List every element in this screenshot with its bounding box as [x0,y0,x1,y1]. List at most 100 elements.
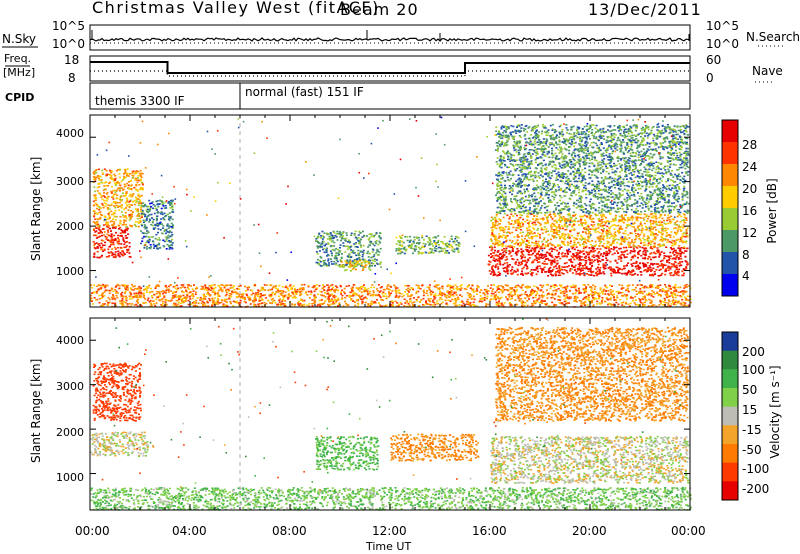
power-data-cell [684,268,687,271]
power-data-cell [498,211,501,214]
power-data-cell [544,258,547,260]
power-data-cell [107,239,110,241]
power-data-cell [627,130,629,133]
power-data-cell [657,263,660,265]
power-data-cell [577,205,580,208]
power-data-cell [617,258,620,260]
power-data-cell [495,215,498,217]
power-data-cell [630,144,633,146]
power-data-cell [676,126,679,129]
power-data-cell [618,227,621,229]
power-data-cell [648,180,651,182]
power-data-cell [632,256,635,259]
power-data-cell [686,263,689,265]
power-data-cell [502,242,505,244]
power-data-cell [129,224,132,227]
power-data-cell [602,155,605,157]
power-data-cell [340,261,343,263]
power-data-cell [148,238,151,241]
power-data-cell [417,250,420,253]
power-data-cell [497,244,500,246]
power-data-cell [600,177,603,179]
power-data-cell [522,259,525,262]
power-data-cell [543,226,546,228]
power-data-cell [505,267,508,270]
power-data-cell [585,255,588,258]
power-data-cell [564,237,566,240]
power-data-cell [151,217,153,219]
power-data-cell [94,221,97,224]
power-data-cell [623,254,625,256]
power-data-cell [342,231,345,233]
power-data-cell [170,226,173,228]
power-data-cell [578,224,580,226]
power-data-cell [682,142,685,145]
power-data-cell [681,138,684,141]
power-data-cell [348,247,351,249]
power-data-cell [685,266,688,268]
power-data-cell [662,228,665,230]
power-data-cell [622,218,625,220]
power-data-cell [682,274,685,277]
power-data-cell [565,161,568,164]
power-data-cell [625,141,628,144]
power-data-cell [171,247,174,250]
power-data-cell [685,240,688,242]
power-data-cell [372,262,375,265]
power-data-cell [646,220,649,222]
power-data-cell [587,150,590,152]
power-data-cell [114,226,117,229]
power-data-cell [611,139,614,141]
power-data-cell [362,258,365,261]
power-data-cell [618,243,621,246]
power-data-cell [610,274,613,277]
power-data-cell [129,214,132,217]
power-data-cell [510,213,513,216]
power-data-cell [98,192,101,195]
power-data-cell [545,172,548,174]
power-data-cell [114,248,117,250]
power-data-cell [651,169,654,172]
power-data-cell [524,264,527,267]
power-data-cell [598,196,601,199]
power-data-cell [357,254,360,257]
power-data-cell [535,188,538,191]
power-data-cell [517,185,520,188]
power-data-cell [680,240,683,242]
power-data-cell [498,261,501,263]
power-data-cell [648,143,651,145]
power-data-cell [139,221,142,223]
power-data-cell [150,236,153,238]
power-data-cell [592,169,595,172]
power-data-cell [577,241,580,244]
power-data-cell [103,244,106,247]
power-data-cell [678,166,681,169]
power-data-cell [520,273,522,275]
power-data-cell [545,251,548,254]
power-data-cell [497,268,500,270]
power-data-cell [441,247,444,250]
power-data-cell [373,234,376,237]
power-data-cell [508,217,511,220]
power-data-cell [412,252,414,255]
power-data-cell [113,205,116,207]
power-data-cell [490,245,493,248]
power-data-cell [112,212,115,214]
power-data-cell [321,235,324,237]
power-data-cell [423,239,425,241]
power-data-cell [500,126,503,129]
power-data-cell [589,211,592,214]
power-data-cell [650,234,653,236]
power-data-cell [644,244,647,246]
power-data-cell [663,222,666,225]
power-data-cell [624,169,627,171]
power-data-cell [344,264,347,266]
power-data-cell [597,230,600,233]
power-data-cell [573,133,575,135]
power-data-cell [347,246,350,248]
power-data-cell [519,241,522,244]
power-data-cell [444,252,447,254]
power-data-cell [538,254,541,257]
power-data-cell [643,213,646,215]
power-data-cell [561,225,564,227]
